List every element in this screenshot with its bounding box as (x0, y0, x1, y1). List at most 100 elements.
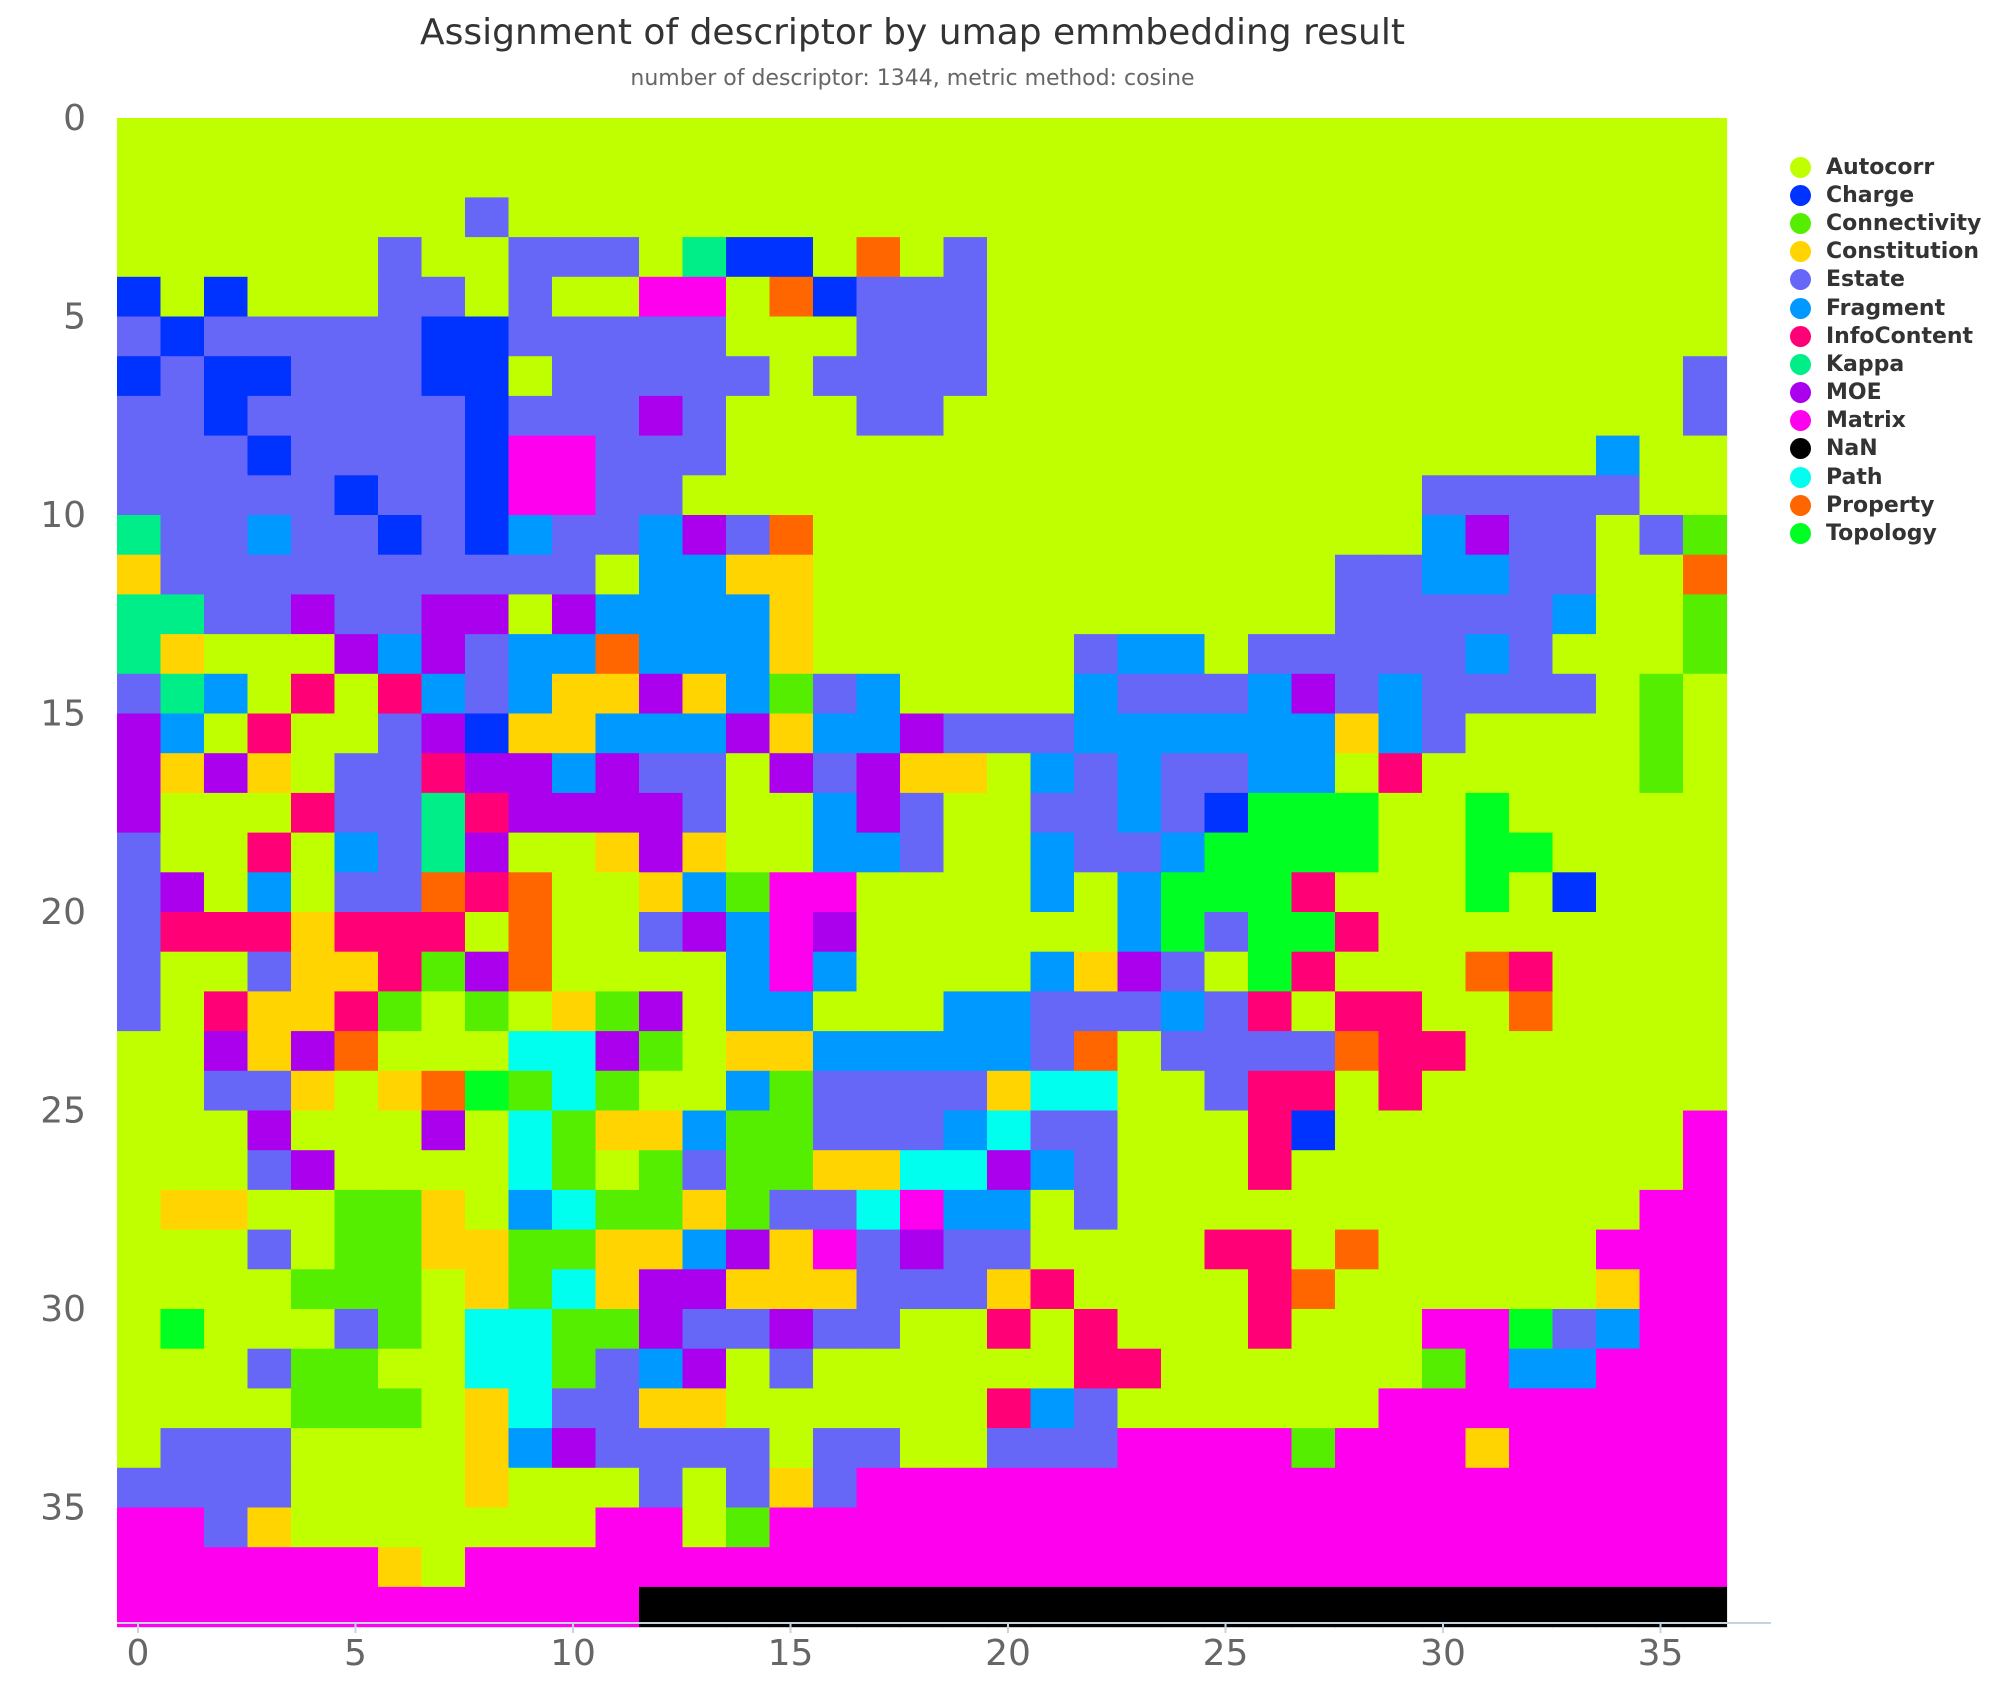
heatmap-cell (204, 1031, 249, 1072)
heatmap-cell (726, 991, 771, 1032)
heatmap-cell (1683, 1388, 1728, 1429)
heatmap-cell (595, 515, 640, 556)
heatmap-cell (465, 197, 510, 238)
heatmap-cell (1683, 1189, 1728, 1231)
heatmap-cell (378, 1150, 423, 1191)
heatmap-cell (552, 157, 597, 198)
heatmap-cell (1117, 1309, 1162, 1350)
legend-item[interactable]: MOE (1790, 379, 1981, 407)
heatmap-cell (1596, 594, 1641, 635)
heatmap-cell (1291, 237, 1336, 278)
heatmap-cell (856, 356, 901, 397)
legend-item[interactable]: Fragment (1790, 294, 1981, 322)
heatmap-cell (1683, 237, 1728, 278)
heatmap-cell (247, 912, 292, 953)
heatmap-cell (508, 1428, 553, 1469)
heatmap-cell (552, 1428, 597, 1469)
heatmap-cell (1422, 356, 1467, 397)
heatmap-cell (1639, 1388, 1684, 1429)
heatmap-cell (291, 1070, 336, 1112)
legend-item[interactable]: Charge (1790, 181, 1981, 209)
heatmap-cell (1335, 991, 1380, 1032)
heatmap-cell (1683, 157, 1728, 198)
legend-item[interactable]: Matrix (1790, 407, 1981, 435)
heatmap-cell (726, 1467, 771, 1509)
heatmap-cell (1117, 197, 1162, 238)
heatmap-cell (117, 197, 162, 238)
heatmap-cell (769, 792, 814, 834)
heatmap-cell (1596, 157, 1641, 198)
heatmap-cell (900, 157, 945, 198)
heatmap-cell (900, 316, 945, 357)
heatmap-cell (1204, 634, 1249, 675)
heatmap-cell (1117, 713, 1162, 754)
heatmap-cell (465, 912, 510, 953)
heatmap-cell (1117, 594, 1162, 635)
heatmap-cell (1074, 356, 1119, 397)
heatmap-cell (1422, 594, 1467, 635)
heatmap-cell (900, 1031, 945, 1072)
heatmap-cell (813, 1309, 858, 1350)
legend-item[interactable]: InfoContent (1790, 322, 1981, 350)
heatmap-cell (943, 395, 988, 437)
heatmap-cell (900, 872, 945, 913)
heatmap-cell (552, 1507, 597, 1548)
heatmap-cell (1074, 237, 1119, 278)
heatmap-cell (1465, 197, 1510, 238)
legend-item[interactable]: Constitution (1790, 238, 1981, 266)
heatmap-cell (639, 1586, 684, 1628)
legend-item[interactable]: NaN (1790, 435, 1981, 463)
heatmap-cell (1596, 792, 1641, 834)
heatmap-cell (465, 1229, 510, 1270)
heatmap-cell (987, 1150, 1032, 1191)
heatmap-cell (160, 1031, 205, 1072)
heatmap-cell (1161, 554, 1206, 595)
heatmap-cell (726, 872, 771, 913)
heatmap-cell (1596, 475, 1641, 516)
heatmap-cell (508, 435, 553, 476)
heatmap-cell (291, 435, 336, 476)
heatmap-cell (334, 118, 379, 159)
heatmap-cell (769, 1547, 814, 1588)
heatmap-cell (1639, 1547, 1684, 1588)
heatmap-cell (682, 832, 727, 873)
heatmap-cell (1161, 1269, 1206, 1310)
heatmap-cell (552, 1547, 597, 1588)
legend-swatch (1790, 241, 1811, 263)
heatmap-cell (1335, 435, 1380, 476)
heatmap-cell (1204, 157, 1249, 198)
legend-item[interactable]: Topology (1790, 519, 1981, 547)
heatmap-cell (378, 832, 423, 873)
heatmap-cell (465, 276, 510, 318)
heatmap-cell (291, 594, 336, 635)
heatmap-cell (465, 1507, 510, 1548)
heatmap-cell (204, 912, 249, 953)
heatmap-cell (726, 1309, 771, 1350)
heatmap-cell (1291, 118, 1336, 159)
heatmap-cell (1030, 515, 1075, 556)
heatmap-cell (421, 673, 466, 715)
heatmap-cell (639, 673, 684, 715)
heatmap-cell (682, 475, 727, 516)
heatmap-cell (1509, 912, 1554, 953)
legend-item[interactable]: Estate (1790, 266, 1981, 294)
heatmap-cell (1161, 475, 1206, 516)
heatmap-cell (1465, 1547, 1510, 1588)
heatmap-cell (1639, 832, 1684, 873)
legend-item[interactable]: Path (1790, 463, 1981, 491)
legend-item[interactable]: Connectivity (1790, 209, 1981, 237)
heatmap-cell (987, 1348, 1032, 1389)
heatmap-cell (378, 118, 423, 159)
heatmap-cell (421, 1269, 466, 1310)
heatmap-cell (856, 792, 901, 834)
heatmap-cell (639, 872, 684, 913)
legend-item[interactable]: Autocorr (1790, 153, 1981, 181)
heatmap-cell (1422, 157, 1467, 198)
heatmap-cell (247, 197, 292, 238)
heatmap-cell (204, 753, 249, 794)
heatmap-cell (1422, 792, 1467, 834)
heatmap-cell (856, 872, 901, 913)
legend-item[interactable]: Kappa (1790, 350, 1981, 378)
heatmap-cell (1074, 118, 1119, 159)
legend-item[interactable]: Property (1790, 491, 1981, 519)
